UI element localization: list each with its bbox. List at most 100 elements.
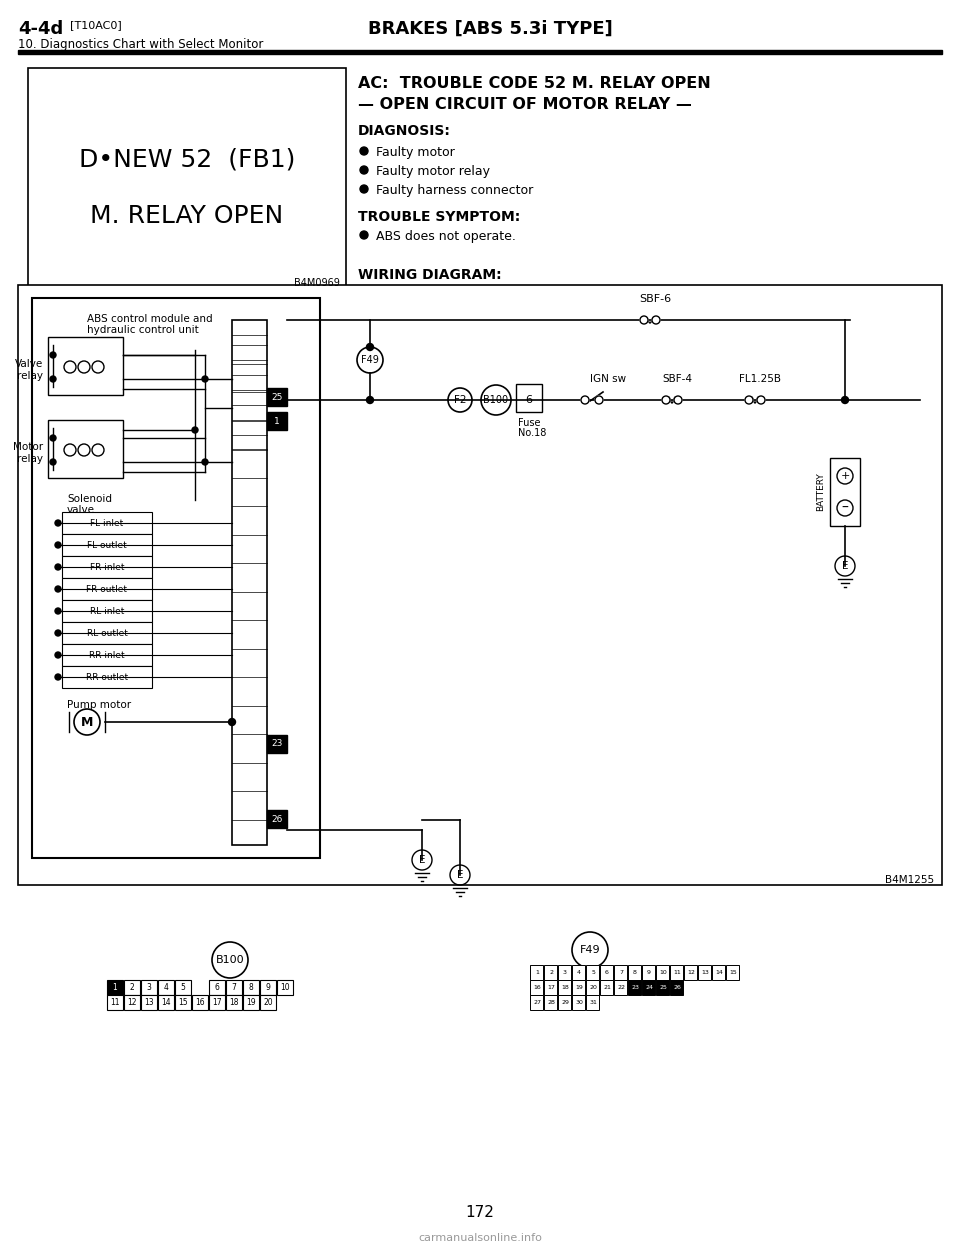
Bar <box>141 980 157 995</box>
Text: 11: 11 <box>110 999 120 1007</box>
Text: 25: 25 <box>660 985 667 990</box>
Text: Fuse: Fuse <box>518 419 540 428</box>
Bar <box>642 965 655 980</box>
Bar <box>158 995 174 1010</box>
Text: 13: 13 <box>701 970 708 975</box>
Text: 16: 16 <box>195 999 204 1007</box>
Text: 22: 22 <box>617 985 625 990</box>
Text: ABS control module and: ABS control module and <box>87 314 212 324</box>
Bar <box>656 965 669 980</box>
Text: 28: 28 <box>547 1000 555 1005</box>
Text: carmanualsonline.info: carmanualsonline.info <box>418 1233 542 1242</box>
Text: 26: 26 <box>673 985 681 990</box>
Text: F2: F2 <box>454 395 467 405</box>
Bar <box>267 388 287 406</box>
Text: 21: 21 <box>603 985 611 990</box>
Text: 6: 6 <box>525 395 533 405</box>
Bar <box>107 980 123 995</box>
Bar <box>544 965 557 980</box>
Bar <box>62 622 152 645</box>
Bar <box>158 980 174 995</box>
Bar <box>572 965 585 980</box>
Text: 17: 17 <box>547 985 555 990</box>
Text: M. RELAY OPEN: M. RELAY OPEN <box>90 204 283 229</box>
Text: TROUBLE SYMPTOM:: TROUBLE SYMPTOM: <box>358 210 520 224</box>
Bar <box>614 965 627 980</box>
Bar <box>192 995 208 1010</box>
Text: 13: 13 <box>144 999 154 1007</box>
Circle shape <box>202 460 208 465</box>
Bar <box>530 980 543 995</box>
Text: 18: 18 <box>562 985 569 990</box>
Bar <box>530 965 543 980</box>
Text: BATTERY: BATTERY <box>816 473 825 512</box>
Circle shape <box>202 376 208 383</box>
Text: D•NEW 52  (FB1): D•NEW 52 (FB1) <box>79 148 295 171</box>
Text: 23: 23 <box>631 985 639 990</box>
Bar <box>830 458 860 527</box>
Bar <box>586 995 599 1010</box>
Circle shape <box>50 376 56 383</box>
Text: 12: 12 <box>687 970 695 975</box>
Text: AC:  TROUBLE CODE 52 M. RELAY OPEN: AC: TROUBLE CODE 52 M. RELAY OPEN <box>358 76 710 91</box>
Bar <box>243 980 259 995</box>
Text: 26: 26 <box>272 815 282 823</box>
Text: 5: 5 <box>591 970 595 975</box>
Text: 3: 3 <box>147 982 152 992</box>
Text: 4: 4 <box>577 970 581 975</box>
Text: 4-4d: 4-4d <box>18 20 63 39</box>
Bar <box>628 965 641 980</box>
Text: Faulty motor relay: Faulty motor relay <box>376 165 490 178</box>
Text: B4M0969: B4M0969 <box>294 278 340 288</box>
Text: 172: 172 <box>466 1205 494 1220</box>
Bar <box>124 995 140 1010</box>
Circle shape <box>360 166 368 174</box>
Bar <box>18 284 942 886</box>
Text: 8: 8 <box>633 970 636 975</box>
Bar <box>558 965 571 980</box>
Circle shape <box>55 652 61 658</box>
Bar <box>62 556 152 578</box>
Bar <box>600 965 613 980</box>
Circle shape <box>745 396 753 404</box>
Text: 29: 29 <box>561 1000 569 1005</box>
Bar <box>628 980 641 995</box>
Bar <box>558 995 571 1010</box>
Text: hydraulic control unit: hydraulic control unit <box>87 325 199 335</box>
Text: F49: F49 <box>361 355 379 365</box>
Text: [T10AC0]: [T10AC0] <box>70 20 122 30</box>
Text: –: – <box>842 501 849 515</box>
Circle shape <box>50 351 56 358</box>
Bar <box>232 320 267 845</box>
Bar <box>544 980 557 995</box>
Circle shape <box>662 396 670 404</box>
Bar <box>572 995 585 1010</box>
Text: 23: 23 <box>272 739 282 749</box>
Text: BRAKES [ABS 5.3i TYPE]: BRAKES [ABS 5.3i TYPE] <box>368 20 612 39</box>
Text: 12: 12 <box>128 999 136 1007</box>
Text: FL outlet: FL outlet <box>87 540 127 549</box>
Text: DIAGNOSIS:: DIAGNOSIS: <box>358 124 451 138</box>
Text: 5: 5 <box>180 982 185 992</box>
Text: B100: B100 <box>484 395 509 405</box>
Text: 17: 17 <box>212 999 222 1007</box>
Text: 20: 20 <box>263 999 273 1007</box>
Bar <box>62 600 152 622</box>
Bar <box>209 980 225 995</box>
Circle shape <box>55 630 61 636</box>
Bar <box>586 965 599 980</box>
Circle shape <box>55 564 61 570</box>
Bar <box>48 337 123 395</box>
Text: 14: 14 <box>715 970 723 975</box>
Bar <box>670 965 683 980</box>
Bar <box>277 980 293 995</box>
Bar <box>260 995 276 1010</box>
Circle shape <box>367 396 373 404</box>
Text: B4M1255: B4M1255 <box>885 876 934 886</box>
Bar <box>586 980 599 995</box>
Text: No.18: No.18 <box>518 428 546 438</box>
Bar <box>670 980 683 995</box>
Text: FL1.25B: FL1.25B <box>739 374 781 384</box>
Text: 1: 1 <box>112 982 117 992</box>
Bar <box>260 980 276 995</box>
